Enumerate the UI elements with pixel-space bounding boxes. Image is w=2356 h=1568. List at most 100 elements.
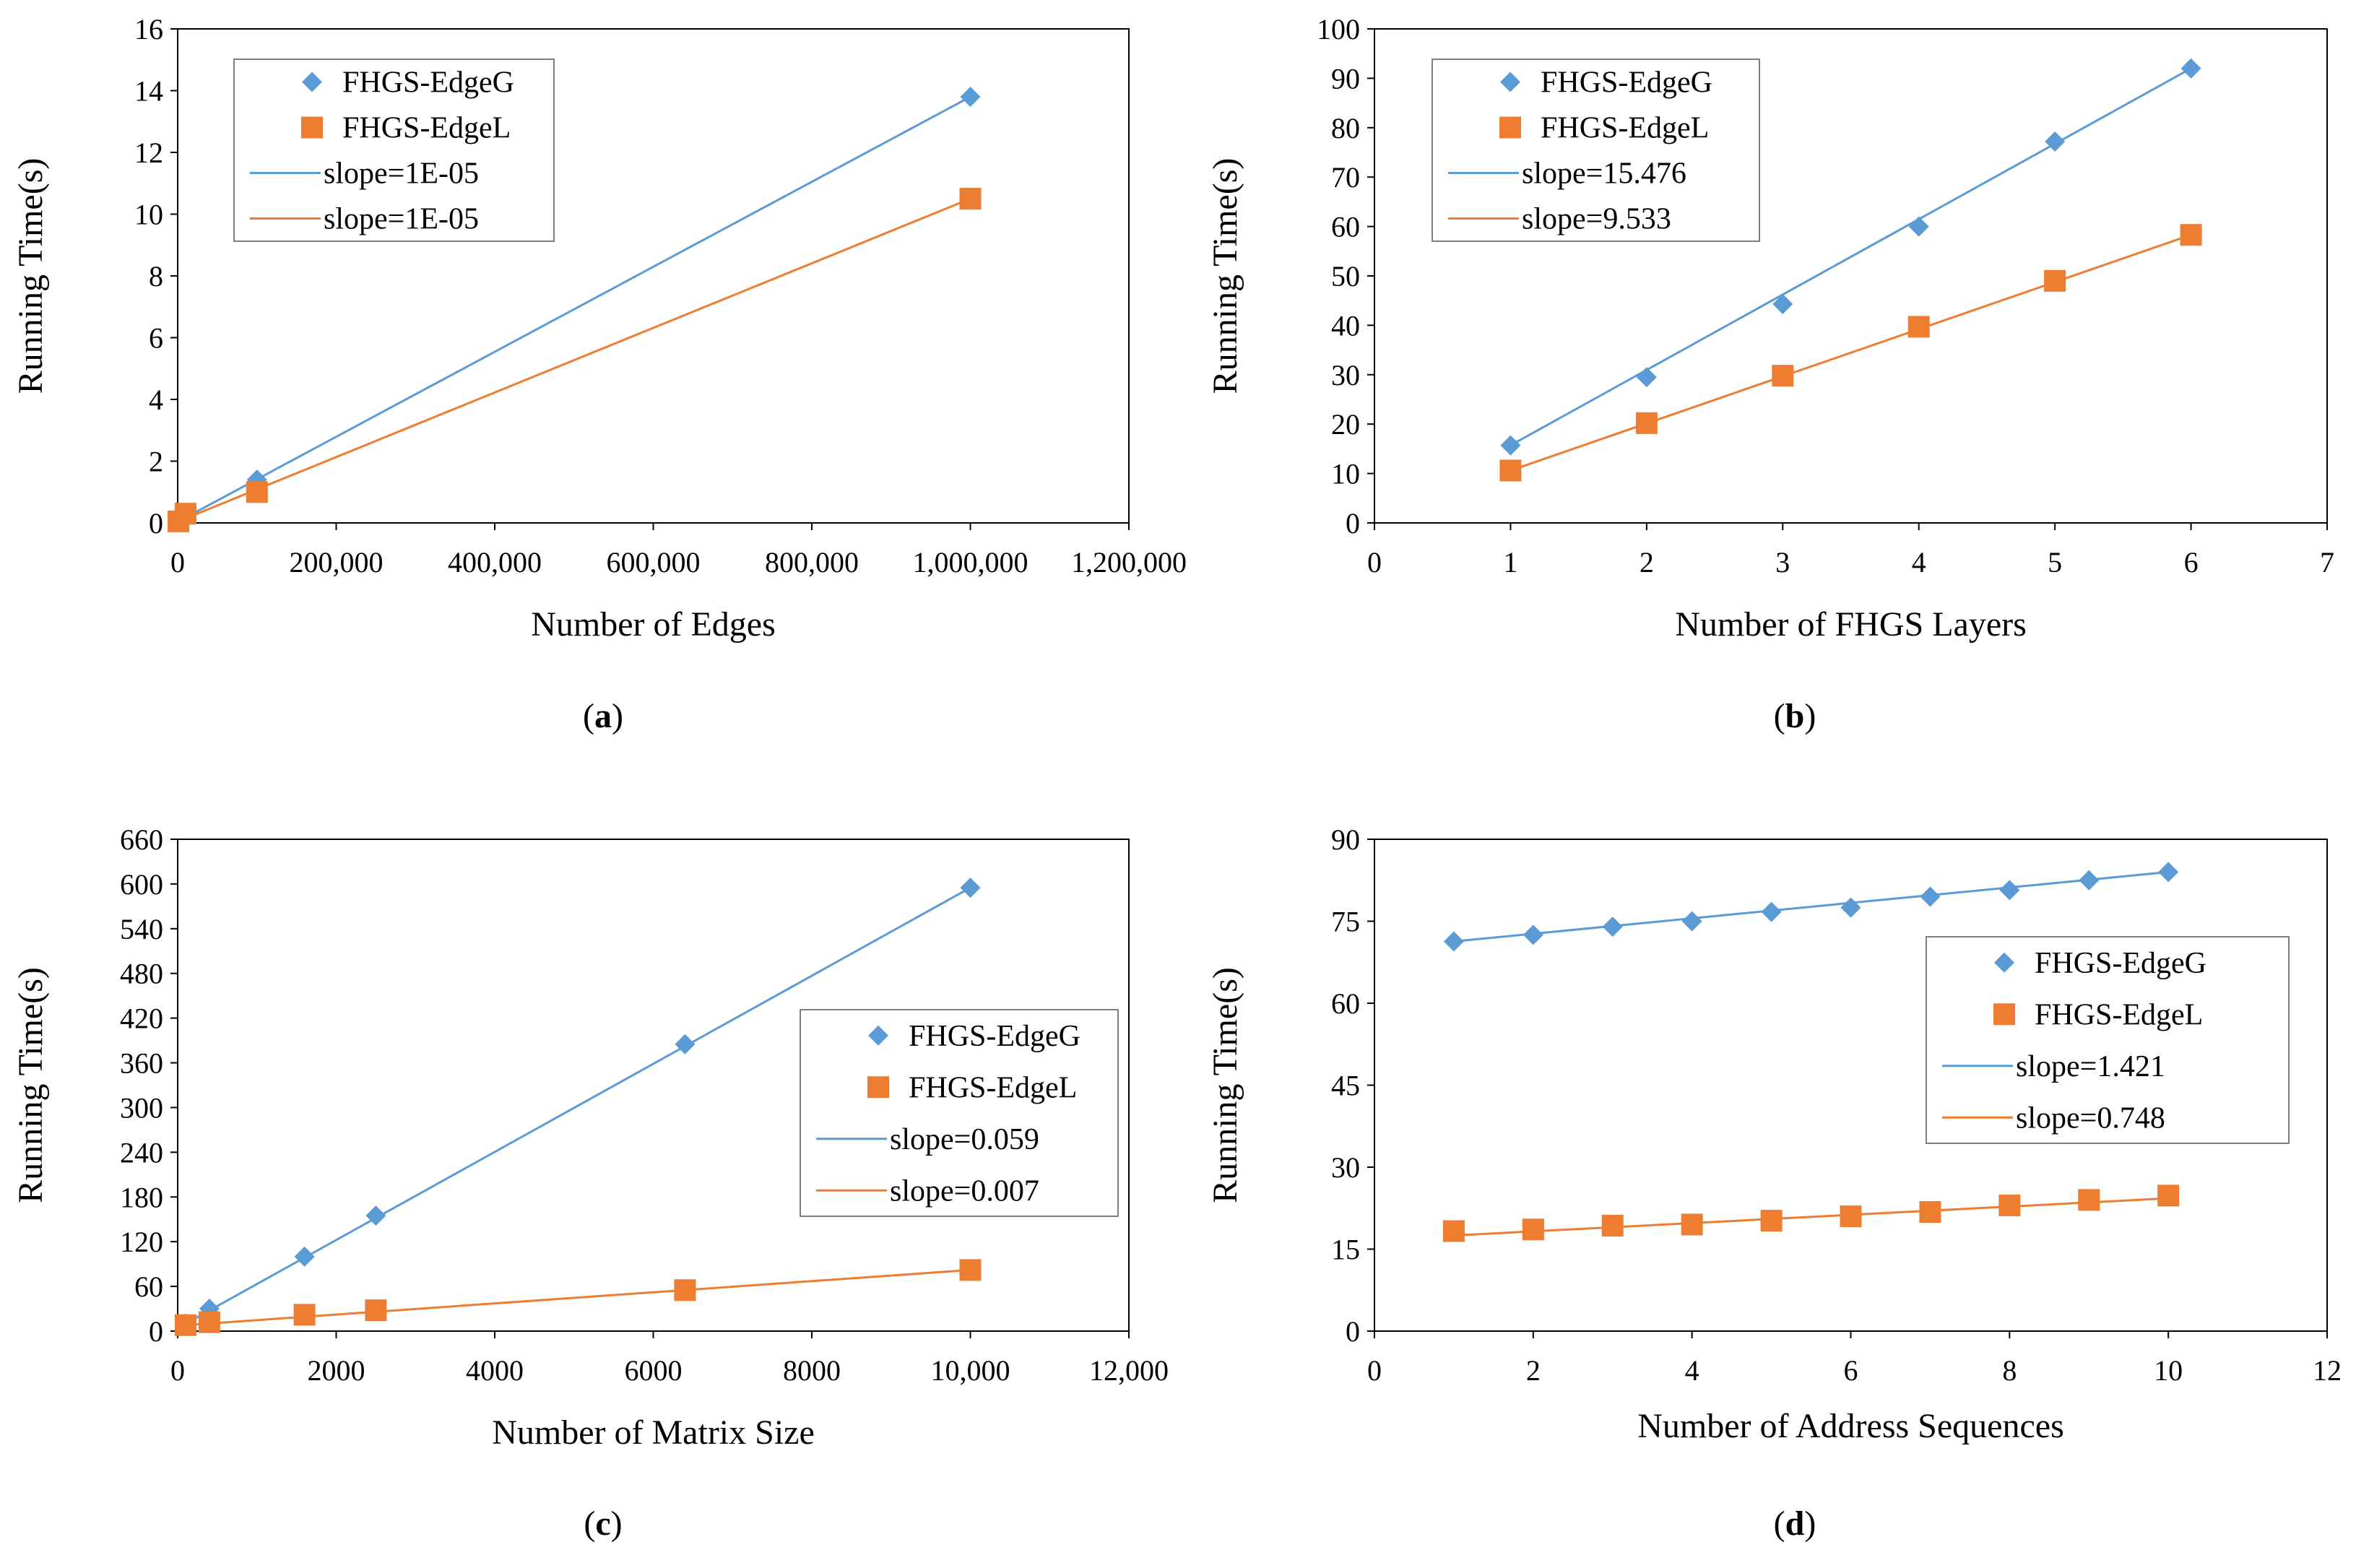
data-point-edgeg [1602, 917, 1623, 937]
y-tick-label: 180 [120, 1181, 163, 1213]
y-tick-label: 14 [134, 75, 163, 108]
y-tick-label: 540 [120, 913, 163, 945]
x-tick-label: 12,000 [1089, 1354, 1169, 1387]
trendline-edgeg [185, 886, 971, 1325]
y-tick-label: 0 [1346, 1315, 1360, 1348]
x-tick-label: 10 [2154, 1354, 2183, 1387]
legend-label: slope=1E-05 [324, 203, 479, 236]
legend-marker [867, 1076, 889, 1099]
y-tick-label: 2 [149, 446, 163, 478]
y-tick-label: 40 [1331, 309, 1360, 342]
x-tick-label: 4000 [466, 1354, 524, 1387]
data-point-edgel [1760, 1210, 1783, 1232]
x-tick-label: 1,200,000 [1071, 546, 1187, 579]
trendline-edgel [185, 1268, 971, 1327]
data-point-edgeg [1999, 880, 2020, 901]
y-tick-label: 120 [120, 1226, 163, 1258]
data-point-edgeg [2180, 58, 2201, 79]
x-tick-label: 4 [1685, 1354, 1699, 1387]
data-point-edgeg [2079, 870, 2100, 891]
legend-marker [301, 116, 323, 139]
panel-caption: (b) [1774, 697, 1816, 735]
data-point-edgel [1681, 1213, 1703, 1236]
chart-panel-b: 0 10 20 30 40 50 60 70 80 90 100 0 1 2 3 4 5 6 7 Number of … [1206, 13, 2334, 735]
x-tick-label: 4 [1912, 546, 1926, 579]
chart-panel-d: 0 15 30 45 60 75 90 0 2 4 6 8 10 12 Number of Address … [1206, 823, 2342, 1543]
data-point-edgel [959, 188, 982, 210]
data-point-edgel [198, 1311, 220, 1333]
data-point-edgel [2078, 1189, 2100, 1211]
y-tick-label: 16 [134, 13, 163, 46]
x-tick-label: 0 [170, 1354, 185, 1387]
y-tick-label: 0 [149, 507, 163, 540]
trendline-edgeg [178, 95, 971, 523]
x-tick-label: 800,000 [765, 546, 859, 579]
data-point-edgel [1442, 1220, 1465, 1242]
data-point-edgel [2044, 269, 2066, 292]
y-tick-label: 6 [149, 322, 163, 355]
y-tick-label: 660 [120, 823, 163, 856]
y-axis-title: Running Time(s) [12, 967, 50, 1203]
y-tick-label: 90 [1331, 62, 1360, 95]
legend-box [233, 59, 555, 242]
data-point-edgel [1840, 1205, 1862, 1228]
y-tick-label: 60 [1331, 987, 1360, 1020]
legend-label: FHGS-EdgeG [1541, 66, 1712, 100]
data-point-edgel [1635, 412, 1658, 434]
legend-marker [1500, 72, 1520, 92]
data-point-edgeg [1681, 911, 1702, 932]
data-point-edgeg [1500, 435, 1521, 456]
y-tick-label: 0 [1346, 507, 1360, 540]
data-point-edgeg [1920, 886, 1941, 907]
x-tick-label: 5 [2048, 546, 2062, 579]
legend-label: slope=0.748 [2016, 1101, 2165, 1135]
trendline-edgeg [1510, 67, 2192, 446]
data-point-edgeg [2158, 862, 2179, 883]
legend-box [800, 1009, 1119, 1217]
y-tick-label: 60 [1331, 211, 1360, 243]
data-point-edgel [1907, 316, 1930, 338]
x-tick-label: 6 [2184, 546, 2199, 579]
x-tick-label: 3 [1775, 546, 1790, 579]
x-tick-label: 1,000,000 [913, 546, 1028, 579]
data-point-edgel [2157, 1184, 2180, 1207]
data-point-edgeg [960, 87, 981, 108]
data-point-edgeg [2045, 131, 2066, 152]
legend: FHGS-EdgeG FHGS-EdgeL slope=0.059 slope=0.0… [800, 1009, 1119, 1217]
data-point-edgeg [675, 1034, 696, 1054]
legend-box [1432, 59, 1760, 242]
panel-caption: (a) [583, 697, 623, 735]
y-tick-label: 240 [120, 1136, 163, 1169]
panel-caption: (d) [1774, 1504, 1816, 1543]
trendline-edgel [1453, 1197, 2169, 1237]
data-point-edgeg [1840, 897, 1861, 918]
y-tick-label: 4 [149, 384, 163, 416]
data-point-edgel [959, 1259, 982, 1281]
panel-caption-letter: a [594, 697, 612, 735]
x-axis-title: Number of Matrix Size [492, 1413, 815, 1452]
data-point-edgel [1919, 1201, 1941, 1223]
y-tick-label: 70 [1331, 161, 1360, 194]
data-point-edgel [674, 1279, 696, 1301]
y-axis-title: Running Time(s) [12, 158, 50, 394]
x-tick-label: 7 [2320, 546, 2334, 579]
legend-label: slope=1.421 [2016, 1050, 2165, 1083]
x-tick-label: 2000 [308, 1354, 365, 1387]
y-tick-label: 10 [1331, 458, 1360, 490]
legend-label: FHGS-EdgeL [909, 1071, 1077, 1104]
y-tick-label: 50 [1331, 260, 1360, 293]
data-point-edgel [1998, 1194, 2021, 1216]
data-point-edgel [1522, 1218, 1544, 1241]
x-tick-label: 2 [1640, 546, 1654, 579]
data-point-edgel [1499, 459, 1522, 482]
x-tick-label: 6000 [625, 1354, 683, 1387]
chart-panel-c: 0 60 120 180 240 300 360 420 480 540 600 660 0 2000 40… [12, 823, 1169, 1543]
y-tick-label: 600 [120, 868, 163, 901]
trendline-edgeg [1453, 870, 2169, 943]
trendline-edgel [178, 197, 971, 523]
legend-label: slope=0.007 [890, 1174, 1039, 1208]
y-tick-label: 80 [1331, 112, 1360, 144]
data-point-edgel [174, 1314, 196, 1336]
data-point-edgel [365, 1299, 387, 1322]
y-tick-label: 30 [1331, 359, 1360, 391]
